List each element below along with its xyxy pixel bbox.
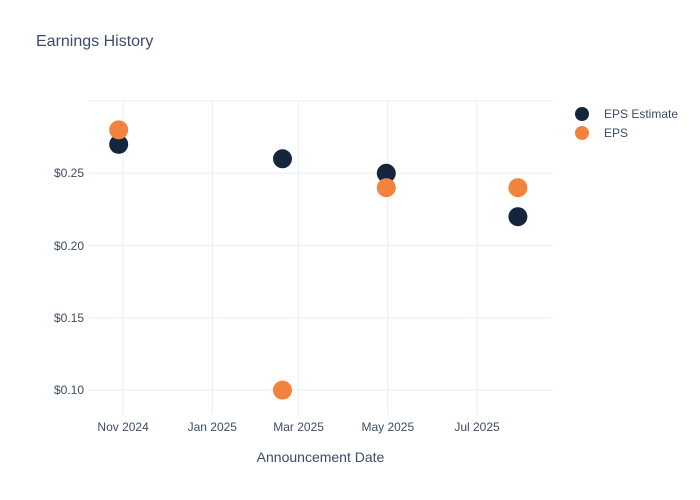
y-tick-label: $0.20	[53, 238, 84, 253]
x-tick-label: Nov 2024	[97, 420, 149, 434]
chart-title: Earnings History	[36, 33, 154, 50]
legend-item-eps-estimate[interactable]: EPS Estimate	[575, 104, 678, 123]
legend-marker-icon	[575, 125, 589, 140]
data-point-eps-estimate[interactable]	[109, 134, 129, 154]
x-axis-title: Announcement Date	[256, 449, 385, 465]
data-point-eps[interactable]	[273, 380, 292, 400]
data-point-eps-estimate[interactable]	[376, 163, 396, 183]
data-point-eps[interactable]	[376, 178, 396, 198]
x-tick-label: Mar 2025	[273, 420, 324, 434]
x-tick-label: Jan 2025	[187, 420, 237, 434]
legend-item-eps[interactable]: EPS	[575, 123, 678, 142]
x-tick-label: Jul 2025	[454, 420, 500, 434]
y-tick-label: $0.15	[53, 310, 84, 325]
y-tick-label: $0.25	[53, 166, 84, 181]
data-point-eps-estimate[interactable]	[508, 207, 528, 227]
y-tick-label: $0.10	[53, 383, 84, 398]
legend-marker-icon	[575, 106, 589, 121]
legend-label: EPS Estimate	[604, 106, 679, 121]
legend: EPS Estimate EPS	[575, 104, 678, 142]
x-tick-label: May 2025	[361, 420, 415, 434]
data-point-eps-estimate[interactable]	[273, 149, 292, 169]
data-point-eps[interactable]	[109, 120, 129, 140]
legend-label: EPS	[604, 125, 629, 140]
data-point-eps[interactable]	[508, 178, 528, 198]
